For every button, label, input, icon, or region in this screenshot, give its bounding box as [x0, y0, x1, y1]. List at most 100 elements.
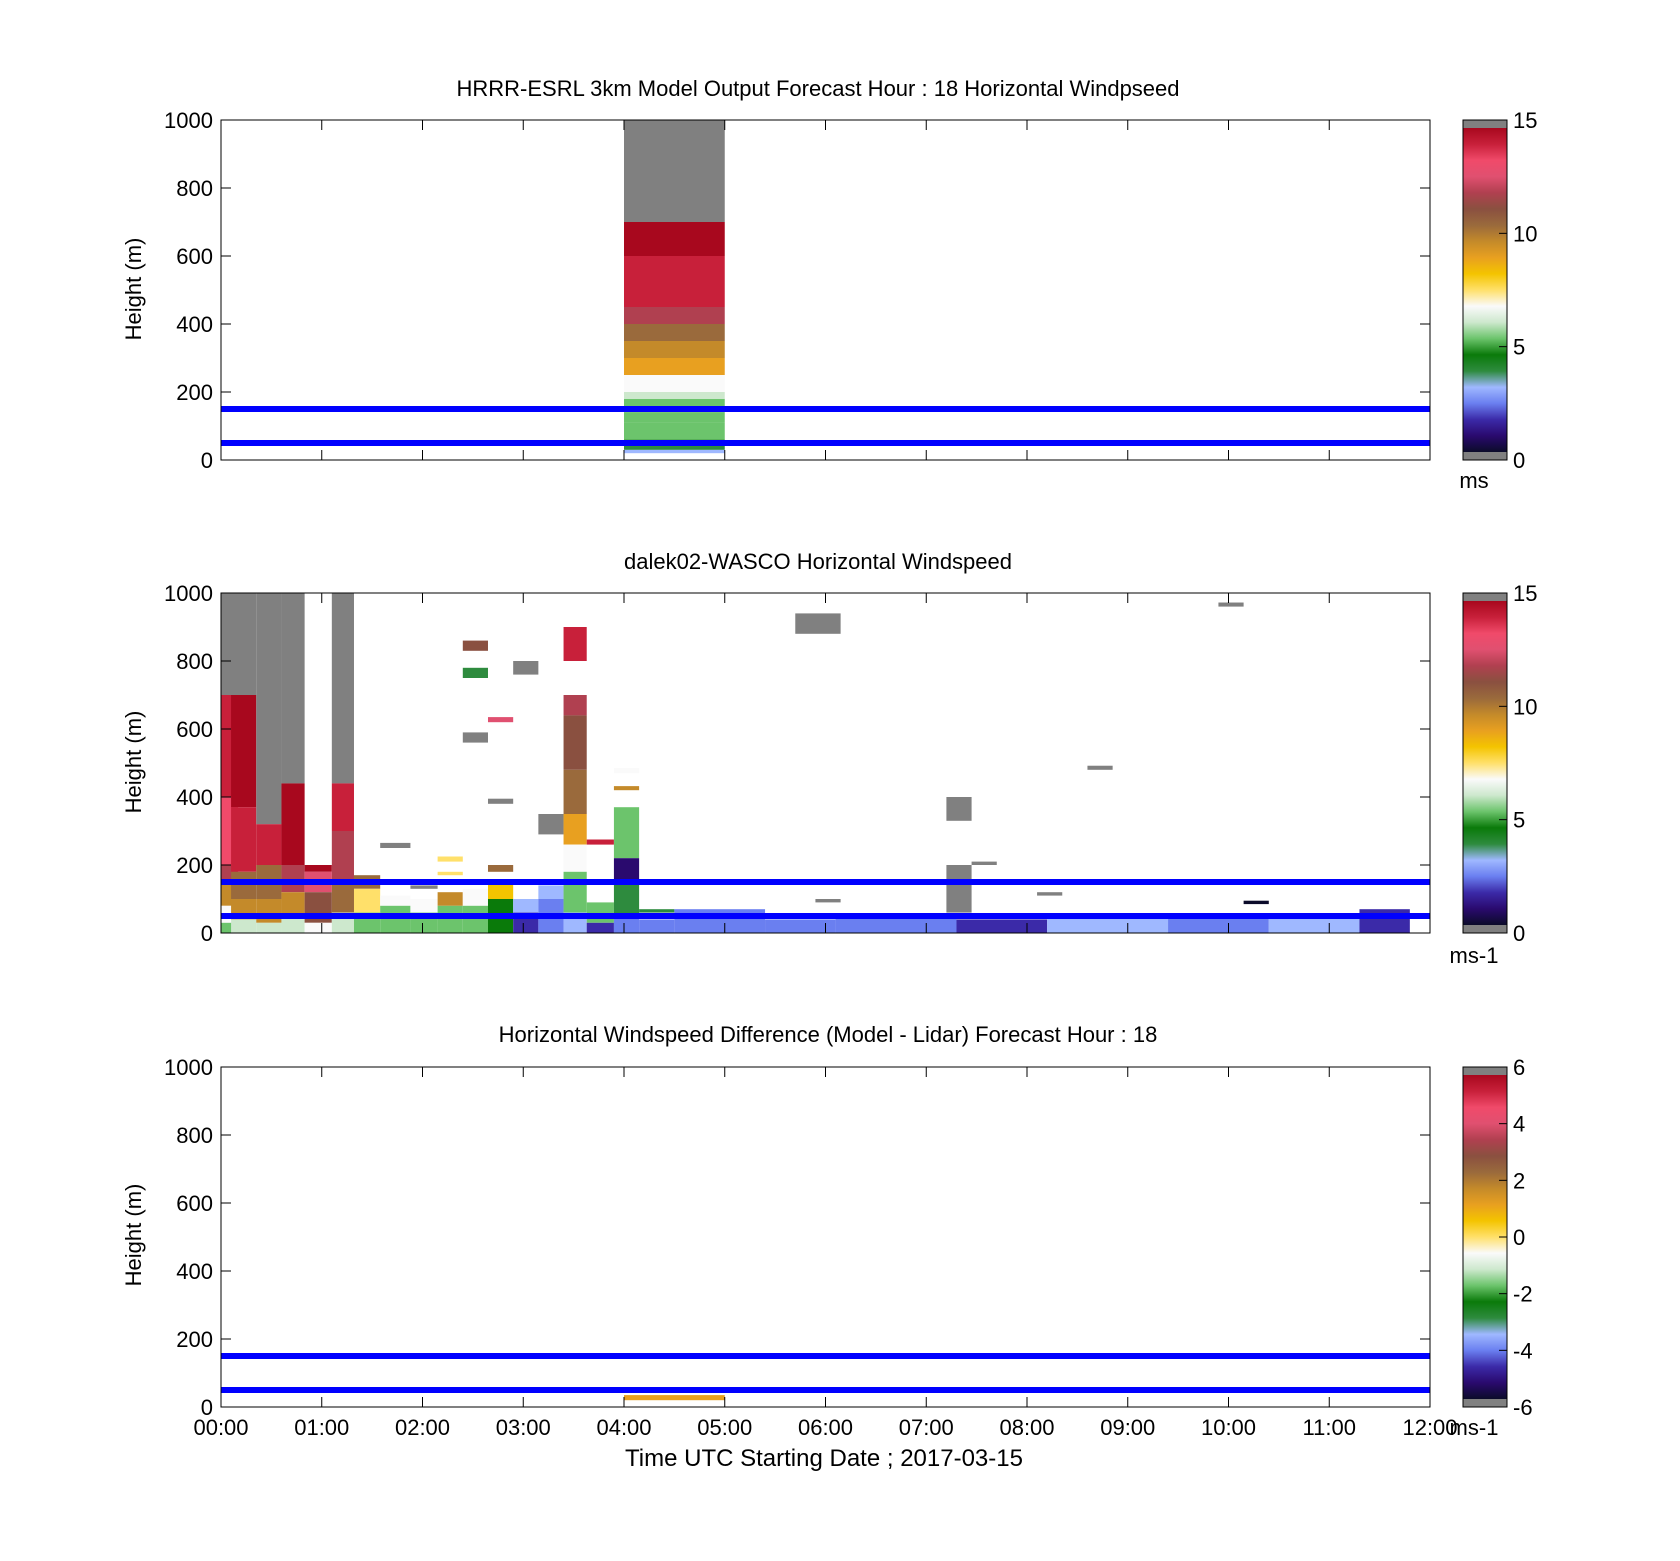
- heatmap-cell: [563, 871, 587, 913]
- panel-lidar: dalek02-WASCO Horizontal Windspeed Heigh…: [121, 549, 1537, 968]
- heatmap-cell: [331, 831, 354, 882]
- colorbar-under: [1463, 452, 1507, 460]
- x-tick-label: 07:00: [899, 1415, 954, 1440]
- x-tick-label: 02:00: [395, 1415, 450, 1440]
- heatmap-cell: [437, 871, 463, 876]
- colorbar-tick-label: 15: [1513, 581, 1537, 606]
- heatmap-cell: [281, 865, 305, 893]
- y-tick-label: 0: [201, 1395, 213, 1420]
- y-tick-label: 200: [176, 853, 213, 878]
- colorbar-under: [1463, 1399, 1507, 1407]
- heatmap-cell: [487, 717, 514, 723]
- heatmap-cell: [256, 593, 282, 825]
- heatmap-cell: [538, 885, 564, 899]
- heatmap-cell: [1268, 916, 1360, 933]
- y-axis-label: Height (m): [121, 1184, 146, 1287]
- heatmap-cell: [281, 892, 305, 916]
- heatmap-cell: [281, 593, 305, 784]
- heatmap-cell: [1218, 602, 1244, 607]
- colorbar: [1463, 128, 1507, 452]
- colorbar-over: [1463, 1067, 1507, 1075]
- panel-title: dalek02-WASCO Horizontal Windspeed: [624, 549, 1012, 574]
- y-axis-label: Height (m): [121, 238, 146, 341]
- colorbar-tick-label: 10: [1513, 694, 1537, 719]
- heatmap-cell: [639, 919, 675, 933]
- heatmap-cell: [586, 839, 614, 845]
- y-tick-labels: 0 200 400 600 800 1000: [164, 108, 213, 473]
- colorbar-tick-label: -4: [1513, 1338, 1533, 1363]
- heatmap-cell: [231, 807, 257, 872]
- heatmap-cell: [971, 861, 997, 865]
- heatmap-cell: [331, 593, 354, 784]
- heatmap-cell: [304, 922, 332, 933]
- x-tick-label: 10:00: [1201, 1415, 1256, 1440]
- heatmap-cell: [410, 885, 438, 889]
- heatmap-cell: [538, 814, 564, 835]
- heatmap-cell: [765, 919, 836, 933]
- plot-area: [221, 120, 1430, 460]
- heatmap-cell: [487, 798, 514, 804]
- heatmap-cell: [624, 222, 725, 256]
- heatmap-cell: [437, 856, 463, 862]
- heatmap-cell: [639, 909, 675, 913]
- colorbar-tick-label: 6: [1513, 1055, 1525, 1080]
- panel-title: Horizontal Windspeed Difference (Model -…: [499, 1022, 1158, 1047]
- heatmap-cell: [281, 783, 305, 865]
- heatmap-cell: [946, 797, 972, 821]
- heatmap-cell: [437, 905, 463, 933]
- heatmap-cell: [563, 715, 587, 770]
- colorbar-tick-label: -2: [1513, 1282, 1533, 1307]
- heatmap-cell: [462, 905, 488, 933]
- heatmap-cell: [624, 341, 725, 358]
- heatmap-cell: [331, 783, 354, 831]
- heatmap-cell: [513, 661, 539, 675]
- heatmap-cell: [624, 449, 725, 454]
- colorbar-frame: [1462, 119, 1508, 461]
- y-tick-label: 0: [201, 448, 213, 473]
- y-tick-label: 600: [176, 244, 213, 269]
- y-axis-label: Height (m): [121, 711, 146, 814]
- heatmap-cell: [1087, 765, 1113, 770]
- heatmap-cell: [815, 899, 841, 903]
- heatmap-cell: [956, 919, 1048, 933]
- heatmap-cell: [331, 882, 354, 913]
- heatmap-cell: [613, 768, 640, 774]
- heatmap-cell: [256, 824, 282, 865]
- heatmap-cell: [624, 120, 725, 222]
- colorbar-unit-label: ms: [1459, 468, 1488, 493]
- heatmap-cell: [231, 695, 257, 808]
- y-tick-label: 600: [176, 1191, 213, 1216]
- colorbar-unit-label: ms-1: [1450, 1415, 1499, 1440]
- heatmap-cell: [613, 786, 640, 791]
- y-tick-label: 1000: [164, 1055, 213, 1080]
- x-tick-labels: 00:00 01:00 02:00 03:00 04:00 05:00 06:00 07:00…: [193, 1415, 1457, 1440]
- x-tick-label: 06:00: [798, 1415, 853, 1440]
- heatmap-cell: [613, 916, 640, 933]
- heatmap-cell: [613, 807, 640, 859]
- colorbar: [1463, 601, 1507, 925]
- heatmap-cell: [231, 593, 257, 695]
- heatmap-cell: [624, 256, 725, 290]
- y-tick-label: 200: [176, 1327, 213, 1352]
- y-tick-label: 400: [176, 785, 213, 810]
- y-tick-label: 1000: [164, 581, 213, 606]
- y-tick-label: 800: [176, 1123, 213, 1148]
- heatmap-cell: [624, 412, 725, 423]
- heatmap-cell: [674, 909, 766, 933]
- heatmap-cell: [513, 899, 539, 913]
- heatmap-cell: [462, 667, 488, 678]
- heatmap-cell: [624, 324, 725, 341]
- y-tick-label: 400: [176, 1259, 213, 1284]
- colorbar-over: [1463, 120, 1507, 128]
- heatmap-cell: [410, 899, 438, 913]
- heatmap-cell: [563, 769, 587, 814]
- heatmap-cells: [624, 120, 725, 454]
- colorbar-under: [1463, 925, 1507, 933]
- x-tick-label: 08:00: [999, 1415, 1054, 1440]
- plot-area: [221, 593, 1430, 933]
- heatmap-cell: [1037, 892, 1063, 896]
- panel-model: HRRR-ESRL 3km Model Output Forecast Hour…: [121, 76, 1537, 493]
- heatmap-cell: [462, 888, 488, 906]
- colorbar-over: [1463, 593, 1507, 601]
